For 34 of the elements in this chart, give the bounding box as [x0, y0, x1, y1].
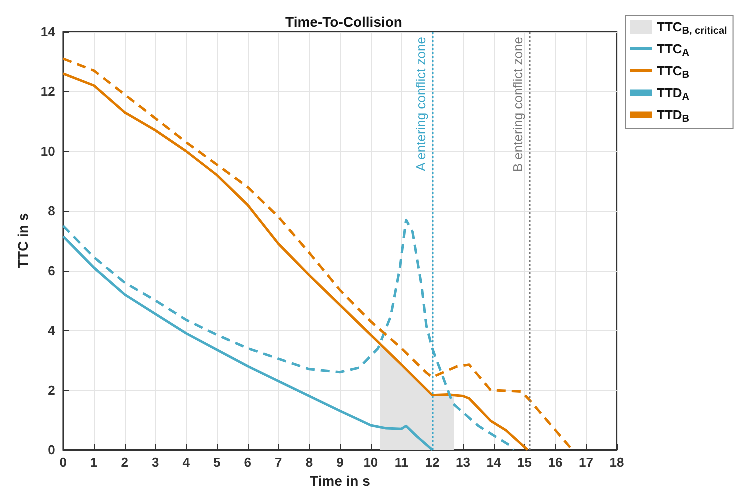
y-axis-title: TTC in s — [15, 213, 31, 269]
x-tick-label: 10 — [364, 455, 378, 470]
ref-line-label: B entering conflict zone — [510, 37, 526, 172]
x-tick-label: 1 — [90, 455, 98, 470]
x-tick-label: 8 — [306, 455, 314, 470]
x-tick-label: 4 — [182, 455, 191, 470]
line-series — [62, 218, 516, 452]
line-series — [62, 235, 434, 452]
chart-title: Time-To-Collision — [286, 14, 402, 30]
x-tick-label: 14 — [486, 455, 502, 470]
x-tick-label: 3 — [152, 455, 160, 470]
y-tick-label: 10 — [40, 144, 56, 159]
y-tick-label: 14 — [40, 24, 56, 40]
y-tick-label: 12 — [40, 84, 56, 100]
x-tick-label: 9 — [336, 455, 344, 470]
y-tick-label: 6 — [48, 263, 56, 278]
y-tick-label: 4 — [48, 323, 56, 338]
x-tick-label: 2 — [121, 455, 128, 470]
x-tick-label: 11 — [394, 455, 409, 470]
x-tick-label: 13 — [456, 455, 470, 470]
x-tick-label: 15 — [517, 455, 532, 470]
x-tick-label: 18 — [610, 455, 624, 470]
y-tick-label: 0 — [48, 442, 56, 458]
y-tick-label: 2 — [48, 382, 56, 398]
x-tick-label: 0 — [60, 455, 67, 470]
x-tick-label: 16 — [548, 455, 563, 470]
x-tick-label: 7 — [275, 455, 282, 470]
ref-line-label: A entering conflict zone — [413, 37, 428, 172]
x-tick-label: 12 — [425, 455, 440, 470]
x-tick-label: 17 — [579, 455, 594, 470]
x-tick-label: 6 — [244, 455, 252, 470]
x-tick-label: 5 — [214, 455, 221, 470]
x-axis-title: Time in s — [310, 473, 371, 489]
y-tick-label: 8 — [48, 204, 56, 219]
